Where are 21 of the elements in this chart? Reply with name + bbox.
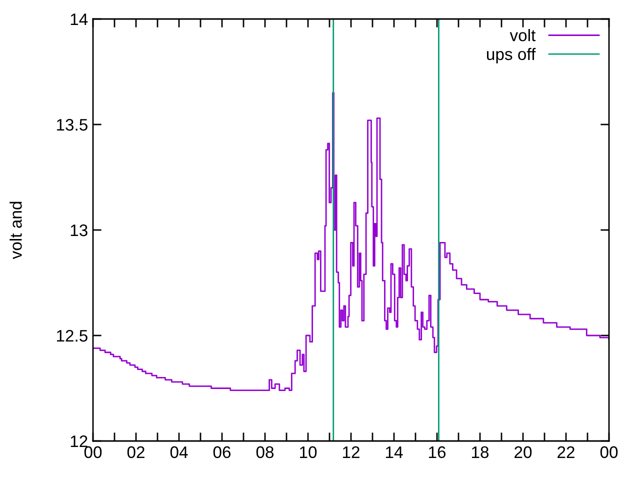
y-tick-label: 12.5 [56,330,88,342]
x-tick-label: 22 [558,446,574,458]
x-tick-label: 18 [472,446,489,458]
y-tick-label: 14 [70,14,88,26]
x-tick-label: 00 [84,446,102,458]
x-tick-label: 14 [386,446,403,458]
y-tick-label: 12 [70,435,88,448]
y-tick-label: 13 [70,224,88,236]
x-tick-label: 10 [300,446,317,458]
x-tick-label: 04 [170,446,188,458]
x-tick-label: 16 [429,446,446,458]
x-tick-label: 06 [213,446,231,458]
x-tick-label: 02 [127,446,144,458]
y-tick-label: 13.5 [56,118,88,131]
x-tick-label: 08 [256,446,274,458]
x-tick-label: 00 [600,446,618,458]
x-tick-label: 12 [343,446,360,458]
legend-label: volt [510,29,536,42]
legend-label: ups off [487,48,536,64]
x-tick-label: 20 [514,446,532,458]
y-axis-title: volt and [10,202,22,260]
